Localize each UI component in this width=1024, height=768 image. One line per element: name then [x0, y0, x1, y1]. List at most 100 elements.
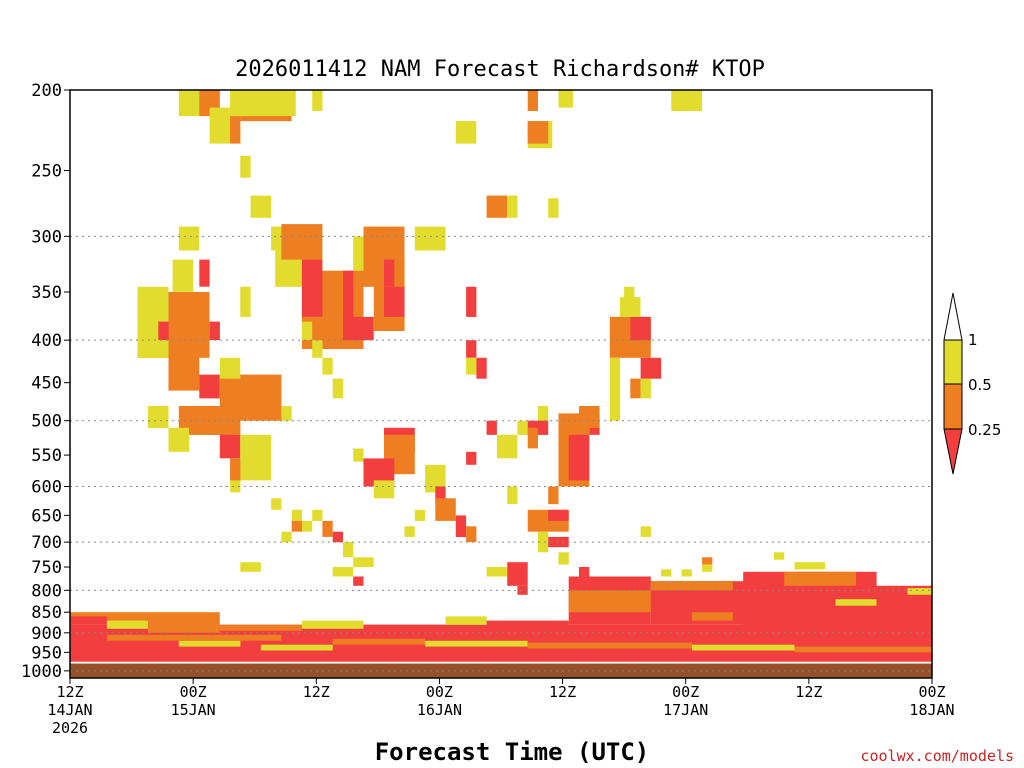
ri-region-high-144: [445, 616, 487, 625]
ri-region-high-17: [507, 195, 518, 218]
ri-region-high-49: [624, 286, 635, 303]
ri-region-mid-110: [291, 520, 302, 532]
y-tick-label-950: 950: [31, 643, 62, 663]
y-tick-label-650: 650: [31, 506, 62, 526]
y-tick-label-400: 400: [31, 331, 62, 351]
ri-region-high-115: [414, 509, 426, 521]
ri-region-low-54: [199, 374, 220, 399]
ri-region-high-121: [702, 564, 713, 572]
ri-region-mid-127: [568, 590, 672, 613]
ri-region-high-51: [609, 357, 621, 421]
ri-region-high-60: [168, 427, 189, 452]
ri-region-high-118: [661, 569, 672, 577]
ri-region-high-18: [548, 198, 559, 218]
ri-region-high-122: [774, 552, 785, 560]
x-tick-label-0-2: 2026: [52, 719, 88, 737]
ri-region-low-143: [363, 624, 446, 633]
ri-region-high-64: [230, 480, 241, 493]
ri-region-mid-85: [527, 427, 538, 449]
x-axis-label: Forecast Time (UTC): [375, 738, 650, 766]
ri-region-low-47: [630, 316, 651, 341]
ri-region-high-152: [691, 644, 795, 651]
y-tick-label-550: 550: [31, 446, 62, 466]
y-tick-label-900: 900: [31, 624, 62, 644]
ri-region-mid-78: [466, 526, 477, 543]
ri-region-mid-106: [322, 520, 333, 537]
ri-region-high-95: [537, 531, 549, 553]
ri-region-high-101: [332, 567, 354, 577]
chart-title: 2026011412 NAM Forecast Richardson# KTOP: [235, 57, 765, 82]
ri-region-high-112: [281, 531, 292, 543]
x-tick-label-1-0: 00Z: [180, 683, 207, 701]
x-tick-label-6-0: 12Z: [795, 683, 822, 701]
ri-region-low-77: [455, 515, 467, 537]
y-axis-ticks: 200 250 300 350 400 450 500 550 600 650 700 750 8008…: [21, 81, 70, 682]
ri-region-high-150: [425, 640, 528, 647]
ri-region-mid-140: [148, 624, 220, 633]
ri-region-mid-91: [548, 486, 559, 505]
x-tick-label-0-1: 14JAN: [47, 701, 92, 719]
y-tick-label-600: 600: [31, 477, 62, 497]
ri-region-high-119: [681, 569, 692, 577]
ri-region-high-147: [178, 640, 241, 647]
ri-region-high-81: [517, 420, 528, 435]
ri-region-low-100: [517, 585, 528, 595]
ri-region-high-113: [240, 562, 261, 572]
ri-region-low-61: [219, 434, 241, 459]
ri-region-high-116: [640, 526, 651, 537]
plot-frame: [69, 89, 933, 679]
ri-region-mid-134: [691, 612, 733, 621]
ri-region-high-111: [271, 498, 282, 510]
ri-region-low-79: [466, 451, 477, 465]
ri-region-low-102: [353, 576, 364, 586]
ri-region-high-68: [281, 406, 292, 421]
ri-region-high-135: [835, 599, 877, 606]
x-tick-label-5-1: 17JAN: [663, 701, 708, 719]
ri-region-high-80: [496, 434, 518, 459]
ri-region-high-4: [230, 90, 296, 117]
ri-region-low-37: [353, 316, 374, 341]
ri-region-high-26: [172, 259, 194, 292]
colorbar-arrow-top: [943, 292, 963, 341]
ri-region-low-96: [548, 536, 569, 548]
ri-region-high-94: [507, 486, 518, 505]
ri-region-low-93: [548, 509, 569, 521]
ri-region-low-105: [332, 531, 343, 543]
ri-region-mid-90: [579, 406, 600, 428]
ri-region-low-86: [537, 420, 549, 435]
ri-region-high-44: [466, 357, 477, 375]
y-tick-label-500: 500: [31, 412, 62, 432]
colorbar-label-0: 1: [968, 331, 978, 349]
ri-region-low-31: [158, 321, 169, 341]
x-tick-label-4-0: 12Z: [549, 683, 576, 701]
ri-region-low-32: [209, 321, 220, 341]
ri-region-high-109: [291, 509, 302, 521]
ri-region-high-33: [240, 286, 251, 317]
x-tick-label-3-0: 00Z: [426, 683, 453, 701]
ri-region-mid-30: [168, 297, 200, 391]
ri-region-high-104: [343, 542, 354, 558]
y-tick-label-450: 450: [31, 374, 62, 394]
colorbar-legend: 1 0.5 0.25: [943, 292, 1001, 475]
ri-region-low-45: [476, 357, 487, 379]
ri-region-mid-52: [630, 378, 641, 399]
ri-region-high-108: [301, 520, 313, 532]
ri-region-low-40: [384, 286, 405, 317]
x-tick-label-7-0: 00Z: [918, 683, 945, 701]
ri-region-high-73: [373, 480, 395, 499]
ri-region-low-36: [343, 270, 354, 341]
ri-region-high-114: [404, 526, 415, 537]
x-tick-label-2-0: 12Z: [303, 683, 330, 701]
ri-region-mid-76: [435, 498, 456, 521]
data-cells: [70, 90, 932, 662]
ri-region-mid-131: [784, 571, 856, 586]
ri-region-high-84: [537, 406, 549, 425]
ri-region-high-74: [425, 464, 446, 493]
ri-region-high-66: [322, 357, 333, 375]
ri-region-high-59: [148, 406, 169, 428]
ri-region-mid-16: [486, 195, 508, 218]
ri-region-high-7: [312, 90, 323, 111]
ri-region-high-123: [794, 562, 826, 570]
ri-region-high-15: [250, 195, 272, 218]
